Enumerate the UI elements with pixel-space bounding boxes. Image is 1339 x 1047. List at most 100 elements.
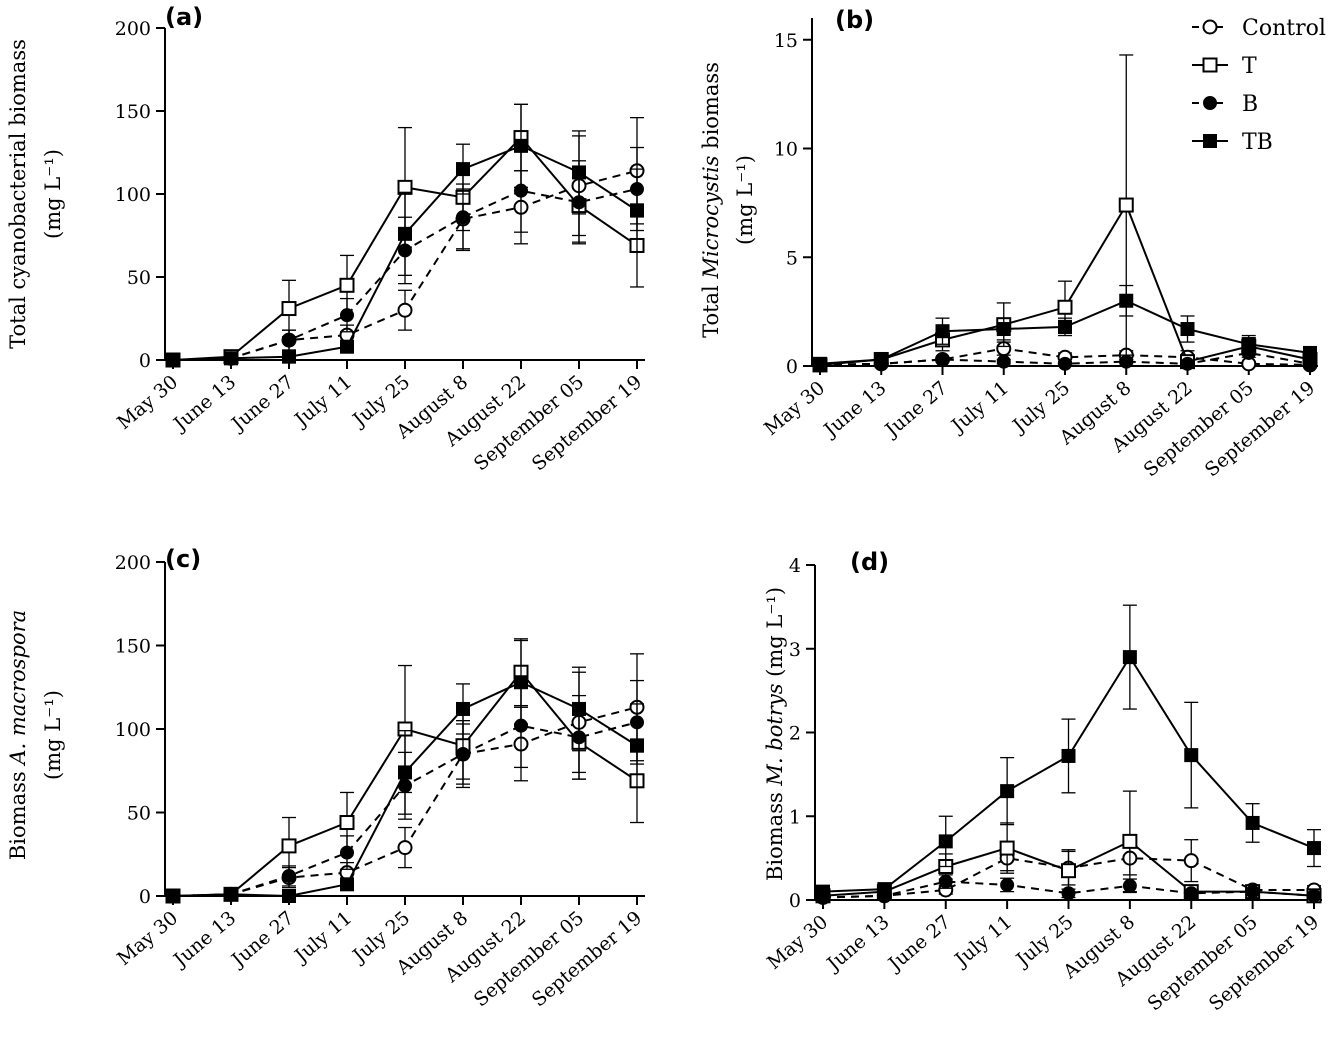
x-tick-label: September 19: [1205, 911, 1323, 1015]
y-tick-label: 50: [127, 267, 151, 289]
y-tick-label: 200: [115, 18, 151, 40]
point-tb: [1241, 337, 1256, 352]
x-tick-label: July 11: [949, 911, 1016, 972]
point-tb: [282, 349, 296, 364]
point-t: [1122, 833, 1138, 849]
x-tick-label: June 27: [883, 911, 955, 976]
point-t: [1118, 197, 1134, 213]
y-tick-label: 50: [127, 803, 151, 825]
point-tb: [1061, 748, 1076, 763]
legend-marker-b: [1203, 96, 1217, 110]
y-tick-label: 150: [115, 636, 151, 658]
point-tb: [996, 322, 1011, 337]
y-tick-label: 150: [115, 101, 151, 123]
x-tick-label: July 11: [946, 377, 1013, 438]
point-tb: [456, 701, 470, 716]
x-tick-label: May 30: [113, 371, 182, 434]
series-tb: [166, 103, 644, 367]
point-tb: [224, 351, 238, 366]
point-tb: [514, 138, 528, 153]
y-tick-label: 1: [789, 806, 801, 828]
y-tick-label: 100: [115, 719, 151, 741]
point-tb: [813, 356, 827, 371]
point-b: [1184, 886, 1199, 901]
x-tick-label: May 30: [760, 377, 829, 440]
point-tb: [282, 889, 296, 903]
y-tick-label: 2: [789, 723, 801, 745]
x-tick-label: June 27: [226, 371, 298, 436]
point-tb: [224, 887, 238, 902]
y-tick-label: 0: [139, 350, 151, 372]
point-tb: [1058, 319, 1072, 334]
point-b: [996, 354, 1011, 369]
y-tick-label: 10: [774, 139, 798, 161]
panel-label: (a): [165, 3, 203, 31]
point-tb: [938, 834, 953, 849]
point-b: [1180, 356, 1195, 371]
point-tb: [398, 765, 412, 780]
point-tb: [514, 675, 528, 690]
point-tb: [874, 352, 889, 367]
point-control: [1183, 853, 1199, 869]
point-tb: [630, 738, 644, 753]
y-tick-label: 4: [789, 555, 801, 577]
point-control: [397, 840, 413, 856]
point-tb: [572, 165, 586, 180]
legend-marker-control: [1202, 19, 1218, 35]
x-tick-label: June 13: [168, 907, 240, 972]
x-tick-label: September 05: [1140, 377, 1258, 481]
legend-label-t: T: [1242, 54, 1257, 79]
point-tb: [1303, 345, 1317, 360]
point-tb: [340, 339, 354, 354]
point-tb: [398, 226, 412, 241]
panel-label: (c): [165, 545, 201, 573]
y-axis-label-1-0: Total Microcystis biomass: [699, 62, 723, 338]
series-tb: [813, 284, 1317, 371]
series-tb: [166, 639, 644, 903]
point-b: [1061, 886, 1076, 901]
x-tick-label: May 30: [113, 907, 182, 970]
point-tb: [630, 203, 644, 218]
y-axis-label-2-1: (mg L⁻¹): [41, 690, 65, 780]
y-tick-label: 5: [786, 247, 798, 269]
x-tick-label: June 13: [822, 911, 894, 976]
series-tb: [816, 604, 1321, 899]
x-tick-label: June 13: [818, 377, 890, 442]
point-b: [938, 874, 953, 889]
point-control: [397, 302, 413, 318]
point-b: [1119, 354, 1134, 369]
point-b: [340, 308, 354, 323]
legend-label-b: B: [1242, 92, 1258, 117]
point-b: [935, 352, 950, 367]
point-b: [456, 210, 470, 225]
point-tb: [877, 882, 892, 897]
point-tb: [1184, 748, 1199, 763]
y-tick-label: 0: [789, 890, 801, 912]
point-t: [281, 301, 297, 317]
point-b: [282, 868, 296, 883]
legend-marker-t: [1202, 57, 1218, 73]
point-b: [456, 747, 470, 762]
point-b: [1000, 877, 1015, 892]
y-tick-label: 15: [774, 30, 798, 52]
point-tb: [166, 889, 180, 903]
y-axis-label-3-0: Biomass M. botrys (mg L⁻¹): [763, 587, 787, 881]
legend-label-tb: TB: [1242, 130, 1273, 155]
x-tick-label: July 11: [289, 371, 356, 432]
legend: Control TB TB: [1192, 16, 1326, 155]
point-t: [339, 815, 355, 831]
point-tb: [166, 353, 180, 367]
legend-marker-tb: [1203, 134, 1217, 148]
x-tick-label: July 11: [289, 907, 356, 968]
point-b: [1245, 884, 1260, 899]
point-t: [339, 277, 355, 293]
point-tb: [1307, 841, 1321, 856]
point-b: [1122, 878, 1137, 893]
point-t: [1057, 299, 1073, 315]
point-tb: [456, 162, 470, 177]
point-b: [282, 333, 296, 348]
